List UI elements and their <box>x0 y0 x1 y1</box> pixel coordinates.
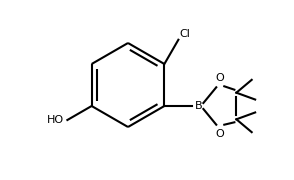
Text: O: O <box>215 129 224 139</box>
Text: Cl: Cl <box>179 29 190 39</box>
Text: O: O <box>215 73 224 83</box>
Text: B: B <box>195 101 202 111</box>
Text: HO: HO <box>47 115 64 125</box>
